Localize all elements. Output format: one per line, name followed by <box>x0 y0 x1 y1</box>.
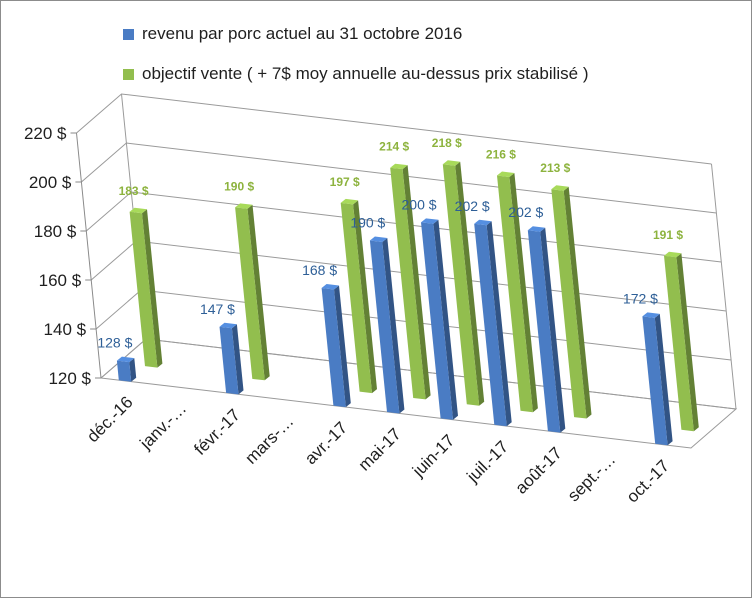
bar-side-revenu <box>433 219 458 420</box>
bar-side-objectif <box>402 165 431 400</box>
bar-top-objectif <box>390 163 408 170</box>
data-labels: 183 $ 128 $ 190 $ 147 $ 197 $ 168 $ 214 $ 190 $… <box>97 136 683 350</box>
bar-revenu <box>527 230 561 433</box>
data-label-revenu: 202 $ <box>455 198 490 214</box>
x-tick-label: déc.-16 <box>83 393 137 447</box>
bar-objectif <box>442 164 480 406</box>
bar-top-objectif <box>129 207 147 214</box>
data-label-objectif: 190 $ <box>224 179 254 193</box>
data-label-objectif: 191 $ <box>653 228 683 242</box>
bar-side-revenu <box>540 227 566 433</box>
bar-revenu <box>321 288 346 408</box>
legend-item-objectif: objectif vente ( + 7$ moy annuelle au-de… <box>123 61 588 87</box>
bar-revenu <box>219 326 239 395</box>
x-tick-label: oct.-17 <box>623 456 673 506</box>
bar-side-objectif <box>247 204 270 381</box>
bar-top-objectif <box>664 251 682 258</box>
y-tick-label: 180 $ <box>34 222 77 241</box>
bar-side-objectif <box>353 200 377 394</box>
x-tick-label: août-17 <box>512 443 566 497</box>
bar-objectif <box>664 255 694 432</box>
legend-label-revenu: revenu par porc actuel au 31 octobre 201… <box>142 24 463 43</box>
bar-side-objectif <box>509 173 538 413</box>
x-tick-label: avr.-17 <box>301 418 351 468</box>
bar-top-revenu <box>116 356 135 363</box>
bar-revenu <box>116 360 132 382</box>
bar-objectif <box>497 175 533 413</box>
bar-objectif <box>235 207 265 381</box>
bar-revenu <box>369 240 400 414</box>
bar-side-revenu <box>129 358 137 382</box>
y-tick-label: 140 $ <box>44 320 87 339</box>
bar-side-objectif <box>676 253 699 432</box>
bar-top-revenu <box>527 226 546 232</box>
bar-top-objectif <box>235 203 253 209</box>
data-label-revenu: 128 $ <box>97 335 132 351</box>
x-tick-label: janv.-… <box>136 399 191 454</box>
bar-objectif <box>129 211 158 368</box>
bar-top-objectif <box>497 171 515 177</box>
legend-item-revenu: revenu par porc actuel au 31 octobre 201… <box>123 21 462 47</box>
bar-top-revenu <box>474 219 492 226</box>
data-label-objectif: 197 $ <box>330 175 360 189</box>
bar-top-revenu <box>369 236 388 242</box>
bar-side-objectif <box>455 161 485 406</box>
data-label-objectif: 218 $ <box>432 136 462 150</box>
legend-swatch-revenu <box>123 28 134 40</box>
x-tick-label: sept.-… <box>564 450 620 506</box>
bar-top-revenu <box>421 218 439 224</box>
bar-side-revenu <box>486 221 512 427</box>
data-label-objectif: 214 $ <box>379 140 409 154</box>
data-label-objectif: 183 $ <box>119 184 149 198</box>
bar-top-objectif <box>340 198 359 205</box>
y-axis: 120 $ 140 $ 160 $ 180 $ 200 $ 220 $ <box>24 124 101 388</box>
y-axis-line <box>76 132 102 379</box>
x-tick-label: juil.-17 <box>463 437 513 487</box>
bar-revenu <box>642 316 668 446</box>
bar-revenu <box>421 222 453 420</box>
bar-top-revenu <box>219 322 237 329</box>
x-tick-label: févr.-17 <box>190 405 244 459</box>
bar-side-revenu <box>654 313 673 446</box>
y-tick-label: 220 $ <box>24 124 67 143</box>
legend-label-objectif: objectif vente ( + 7$ moy annuelle au-de… <box>142 64 589 83</box>
bar-side-revenu <box>231 324 244 395</box>
x-tick-label: juin-17 <box>408 431 458 481</box>
wall-edge-right <box>711 163 737 410</box>
data-label-objectif: 216 $ <box>486 147 516 161</box>
bar-side-objectif <box>563 186 592 419</box>
bar-top-objectif <box>442 160 461 166</box>
data-label-revenu: 190 $ <box>350 215 385 231</box>
data-label-revenu: 200 $ <box>402 196 437 212</box>
bar-top-revenu <box>321 284 339 290</box>
bar-side-objectif <box>142 209 163 368</box>
y-tick-label: 200 $ <box>29 173 72 192</box>
bar-top-revenu <box>642 312 660 318</box>
y-tick-label: 120 $ <box>48 369 91 388</box>
bars <box>116 160 699 446</box>
bar-revenu <box>474 223 507 427</box>
y-tick-label: 160 $ <box>39 271 82 290</box>
data-label-revenu: 172 $ <box>623 290 658 306</box>
data-label-revenu: 147 $ <box>200 301 235 317</box>
legend-swatch-objectif <box>123 68 134 80</box>
bar-objectif <box>340 202 372 394</box>
data-label-objectif: 213 $ <box>540 161 570 175</box>
data-label-revenu: 168 $ <box>302 262 337 278</box>
x-tick-label: mai-17 <box>355 424 405 474</box>
data-label-revenu: 202 $ <box>508 204 543 220</box>
bar-side-revenu <box>334 285 351 408</box>
bar-side-revenu <box>382 238 405 414</box>
x-tick-label: mars-… <box>241 412 297 468</box>
bar-top-objectif <box>551 185 569 191</box>
bar-objectif <box>551 189 587 419</box>
bar-objectif <box>390 167 426 400</box>
